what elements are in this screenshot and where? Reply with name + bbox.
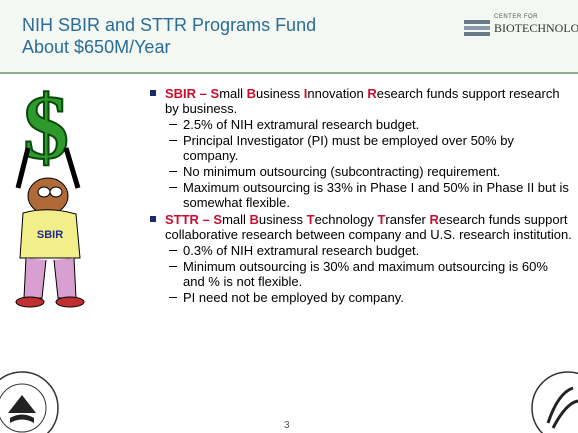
shirt-label: SBIR: [37, 229, 63, 241]
text: Minimum outsourcing is 30% and maximum o…: [183, 259, 548, 289]
bullet: STTR – Small Business Technology Transfe…: [150, 212, 572, 242]
hhs-seal: [531, 371, 578, 433]
text: B: [246, 86, 257, 101]
logo-text: BIOTECHNOLOGY: [494, 21, 578, 35]
svg-text:$: $: [23, 88, 69, 178]
page-number: 3: [284, 420, 290, 431]
text: B: [249, 212, 259, 227]
text: esearch funds support research by busine…: [165, 86, 560, 116]
title: NIH SBIR and STTR Programs Fund About $6…: [22, 14, 316, 58]
text: STTR – S: [165, 212, 223, 227]
text: Maximum outsourcing is 33% in Phase I an…: [183, 180, 569, 210]
sub-bullet: Minimum outsourcing is 30% and maximum o…: [150, 259, 572, 289]
text: echnology: [314, 212, 378, 227]
text: mall: [219, 86, 247, 101]
bullet: SBIR – Small Business Innovation Researc…: [150, 86, 572, 116]
text: usiness: [256, 86, 304, 101]
text: PI need not be employed by company.: [183, 290, 404, 305]
text: Principal Investigator (PI) must be empl…: [183, 133, 514, 163]
text: nnovation: [307, 86, 368, 101]
sub-bullet: PI need not be employed by company.: [150, 290, 572, 305]
sub-bullet: Principal Investigator (PI) must be empl…: [150, 133, 572, 163]
text: No minimum outsourcing (subcontracting) …: [183, 164, 501, 179]
text: R: [429, 212, 439, 227]
text: 2.5% of NIH extramural research budget.: [183, 117, 420, 132]
logo-text: CENTER FOR: [494, 14, 538, 20]
nih-seal: [0, 371, 59, 433]
text: I: [303, 86, 308, 101]
text: mall: [222, 212, 250, 227]
title-line: About $650M/Year: [22, 37, 171, 57]
text: SBIR – S: [165, 86, 220, 101]
sub-bullet: 0.3% of NIH extramural research budget.: [150, 243, 572, 258]
bullet-heading: SBIR – Small Business Innovation Researc…: [165, 86, 572, 116]
header: NIH SBIR and STTR Programs Fund About $6…: [0, 0, 578, 74]
content: SBIR – Small Business Innovation Researc…: [150, 86, 572, 305]
logo: CENTER FOR BIOTECHNOLOGY: [462, 14, 578, 48]
text: esearch funds support collaborative rese…: [165, 212, 572, 242]
text: ransfer: [385, 212, 430, 227]
text: R: [367, 86, 377, 101]
text: 0.3% of NIH extramural research budget.: [183, 243, 420, 258]
title-line: NIH SBIR and STTR Programs Fund: [22, 15, 317, 35]
text: usiness: [258, 212, 307, 227]
sub-bullet: 2.5% of NIH extramural research budget.: [150, 117, 572, 132]
sub-bullet: Maximum outsourcing is 33% in Phase I an…: [150, 180, 572, 210]
sub-bullet: No minimum outsourcing (subcontracting) …: [150, 164, 572, 179]
text: T: [377, 212, 386, 227]
bullet-heading: STTR – Small Business Technology Transfe…: [165, 212, 572, 242]
cartoon: $ SBIR: [15, 88, 85, 308]
text: T: [306, 212, 315, 227]
logo-icon: [464, 20, 490, 36]
